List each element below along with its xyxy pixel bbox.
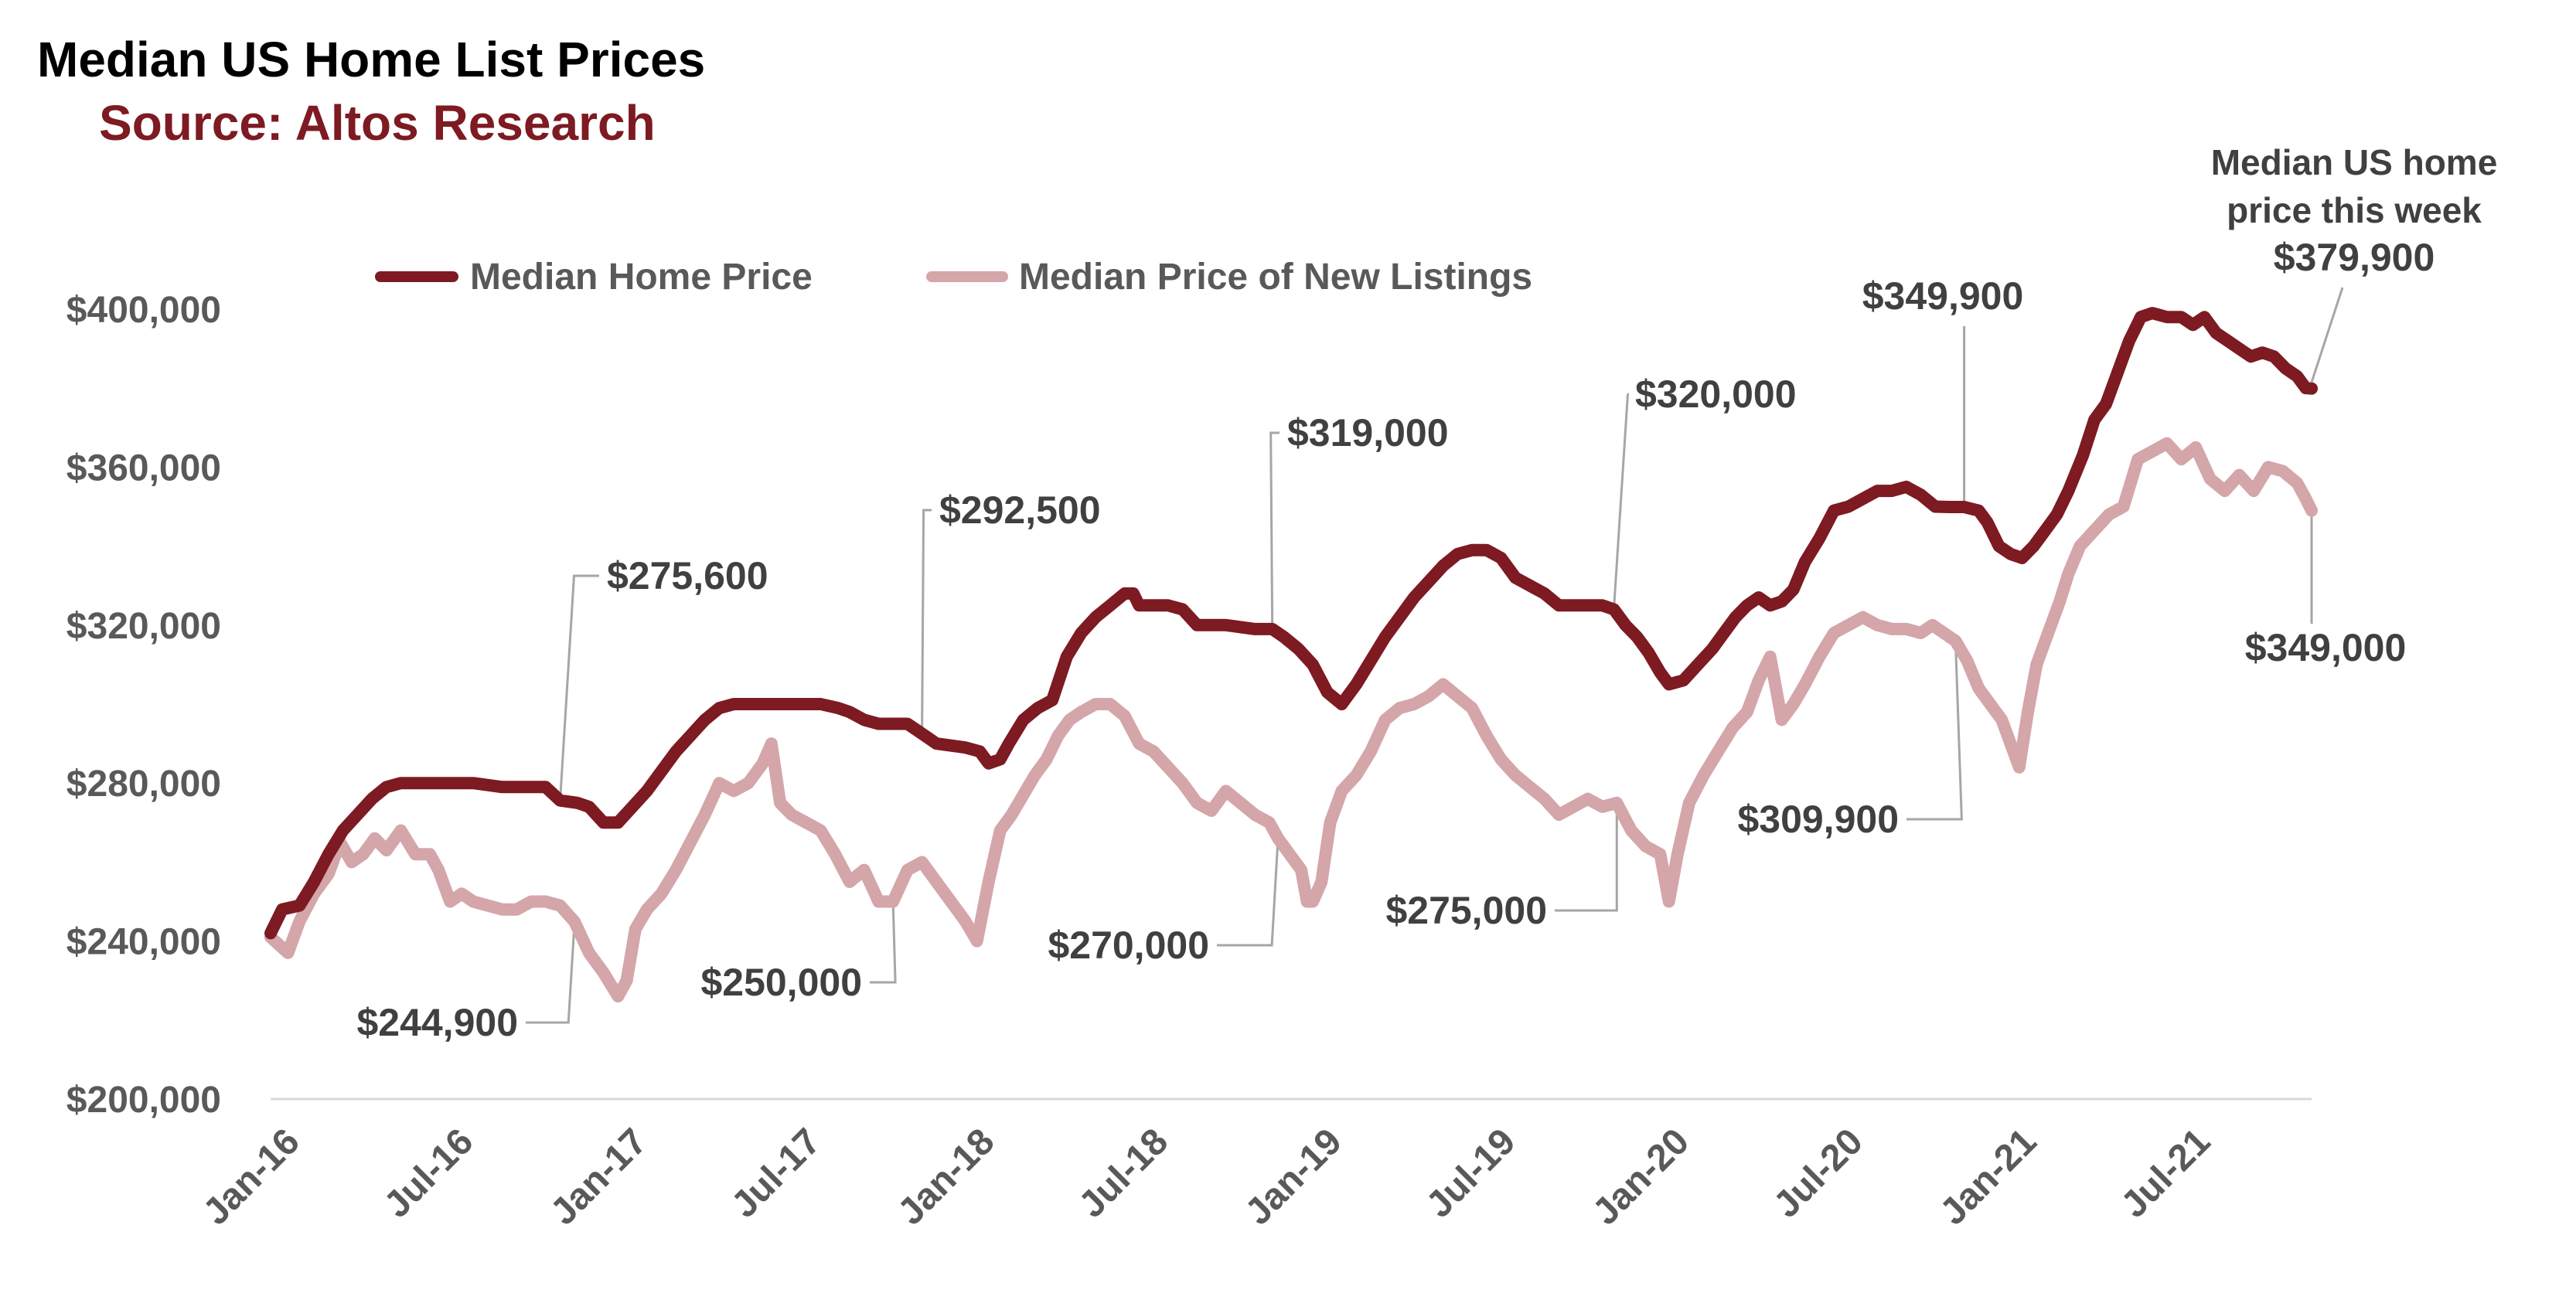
annotation-label: $275,000 (1385, 889, 1547, 932)
y-tick-label: $360,000 (66, 448, 221, 488)
annotation-labels: $275,600 $292,500 $319,000 $320,000 $349,900… (356, 274, 2406, 1044)
median-price-new-listings-line (264, 437, 2318, 1003)
annotation-leader-line (1555, 802, 1618, 912)
annotation-label: $270,000 (1048, 924, 1209, 967)
annotation-leader-line (1217, 838, 1279, 947)
annotation-leader-line (559, 574, 599, 801)
chart-subtitle: Source: Altos Research (99, 95, 656, 151)
x-tick-label: Jan-20 (1585, 1121, 1697, 1233)
x-tick-label: Jan-18 (890, 1121, 1002, 1233)
legend: Median Home Price Median Price of New Li… (375, 257, 1532, 298)
callout-text-line: Median US home (2211, 142, 2498, 182)
x-tick-label: Jul-21 (2114, 1121, 2219, 1226)
callout-text-line: price this week (2227, 190, 2482, 230)
annotation-leader-line (1613, 393, 1630, 610)
x-tick-label: Jan-21 (1933, 1121, 2045, 1233)
annotation-leader-line (526, 921, 576, 1024)
series-lines (264, 307, 2318, 1003)
annotation-label: $319,000 (1287, 411, 1449, 454)
y-tick-label: $320,000 (66, 606, 221, 647)
legend-label-median-price-new-listings: Median Price of New Listings (1019, 257, 1532, 298)
x-tick-label: Jul-19 (1419, 1121, 1524, 1226)
y-tick-label: $400,000 (66, 290, 221, 331)
x-tick-label: Jul-16 (377, 1121, 482, 1226)
annotation-label: $250,000 (700, 961, 862, 1004)
current-price-callout: Median US home price this week $379,900 (2211, 142, 2498, 383)
annotation-label: $244,900 (356, 1001, 518, 1044)
annotation-leader-line (921, 509, 932, 734)
y-axis: $400,000 $360,000 $320,000 $280,000 $240,000… (66, 290, 221, 1121)
callout-leader-line (2310, 287, 2344, 383)
median-home-price-line (264, 307, 2318, 940)
annotation-label: $292,500 (939, 488, 1101, 532)
annotation-leader-line (870, 901, 897, 984)
x-tick-label: Jan-17 (543, 1121, 655, 1233)
annotation-leader-line (1269, 431, 1279, 629)
x-axis: Jan-16 Jul-16 Jan-17 Jul-17 Jan-18 Jul-18 Jan-… (196, 1121, 2219, 1233)
annotation-leaders (526, 326, 2313, 1024)
x-tick-label: Jul-20 (1766, 1121, 1871, 1226)
x-tick-label: Jul-17 (724, 1121, 829, 1226)
annotation-label: $349,000 (2245, 626, 2407, 669)
legend-label-median-home-price: Median Home Price (470, 257, 813, 298)
annotation-label: $349,900 (1862, 274, 2024, 318)
annotation-label: $320,000 (1635, 373, 1797, 416)
callout-value: $379,900 (2274, 236, 2435, 279)
x-tick-label: Jan-16 (196, 1121, 308, 1233)
x-tick-label: Jan-19 (1238, 1121, 1350, 1233)
y-tick-label: $280,000 (66, 764, 221, 805)
annotation-label: $275,600 (607, 554, 768, 597)
chart-title: Median US Home List Prices (37, 32, 706, 87)
x-tick-label: Jul-18 (1072, 1121, 1177, 1226)
y-tick-label: $200,000 (66, 1080, 221, 1121)
annotation-leader-line (1906, 641, 1963, 821)
y-tick-label: $240,000 (66, 922, 221, 963)
annotation-label: $309,900 (1737, 798, 1899, 841)
